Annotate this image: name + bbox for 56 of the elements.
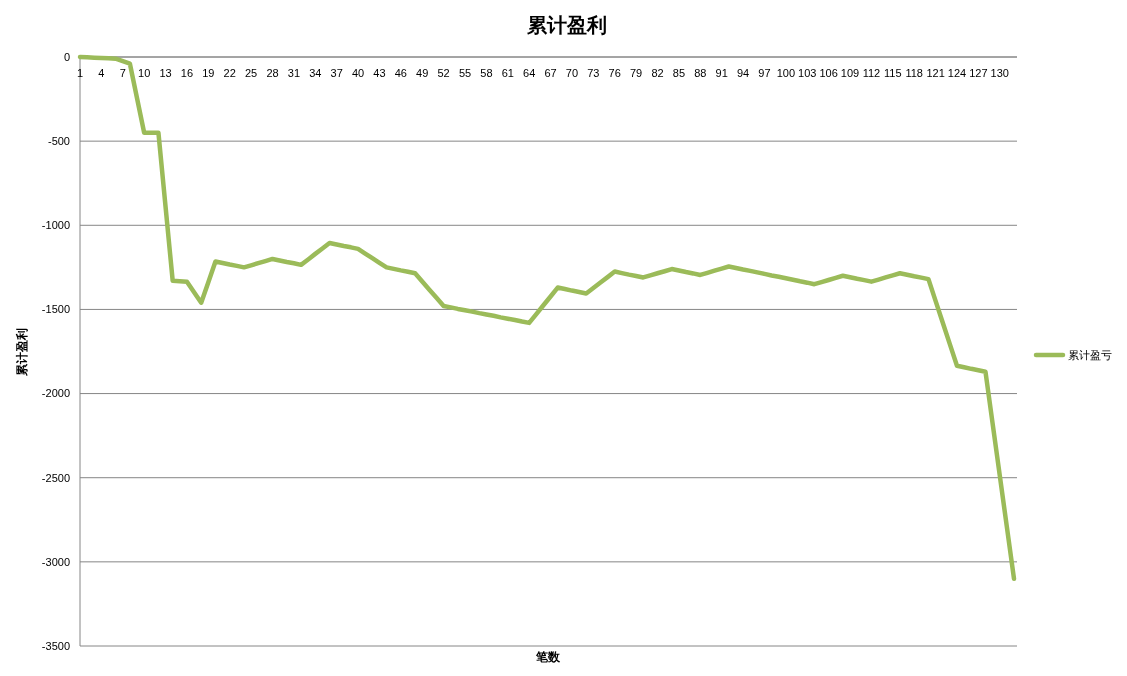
x-tick-label: 28 xyxy=(266,67,279,79)
x-tick-label: 76 xyxy=(608,67,621,79)
x-tick-label: 79 xyxy=(630,67,643,79)
x-tick-label: 88 xyxy=(694,67,707,79)
x-tick-label: 130 xyxy=(990,67,1009,79)
x-tick-label: 52 xyxy=(437,67,450,79)
y-tick-label: -2000 xyxy=(41,387,70,400)
y-tick-label: -500 xyxy=(47,134,70,147)
x-tick-label: 13 xyxy=(159,67,172,79)
x-tick-label: 16 xyxy=(180,67,194,79)
y-axis-title: 累计盈利 xyxy=(15,327,29,377)
x-tick-label: 112 xyxy=(862,67,881,79)
y-tick-label: -1500 xyxy=(41,303,70,316)
x-tick-label: 94 xyxy=(736,67,750,79)
x-tick-label: 64 xyxy=(523,67,536,79)
x-axis-title: 笔数 xyxy=(535,650,561,664)
x-tick-label: 25 xyxy=(244,67,258,79)
x-tick-label: 124 xyxy=(947,67,967,79)
x-tick-label: 82 xyxy=(651,67,664,79)
x-tick-label: 115 xyxy=(884,67,902,79)
x-tick-label: 91 xyxy=(715,67,728,79)
x-tick-label: 49 xyxy=(416,67,429,79)
x-tick-label: 67 xyxy=(544,67,557,79)
x-tick-label: 7 xyxy=(119,67,126,79)
x-tick-label: 22 xyxy=(223,67,236,79)
x-tick-label: 100 xyxy=(776,67,796,79)
x-tick-label: 73 xyxy=(587,67,600,79)
x-tick-label: 1 xyxy=(76,67,84,79)
x-tick-label: 46 xyxy=(394,67,407,79)
x-tick-label: 40 xyxy=(351,67,365,79)
x-tick-label: 19 xyxy=(202,67,215,79)
x-tick-label: 61 xyxy=(501,67,514,79)
y-tick-label: 0 xyxy=(63,50,70,63)
legend-label: 累计盈亏 xyxy=(1068,348,1112,361)
x-tick-label: 118 xyxy=(905,67,923,79)
x-tick-label: 34 xyxy=(309,67,322,79)
x-tick-label: 109 xyxy=(840,67,860,79)
x-tick-label: 10 xyxy=(138,67,151,79)
y-tick-label: -3000 xyxy=(41,555,70,568)
x-tick-label: 37 xyxy=(330,67,343,79)
x-tick-label: 4 xyxy=(98,67,105,79)
x-tick-label: 43 xyxy=(373,67,386,79)
x-tick-label: 31 xyxy=(287,67,301,79)
y-tick-label: -1000 xyxy=(41,219,70,232)
x-tick-label: 70 xyxy=(565,67,579,79)
x-tick-label: 121 xyxy=(926,67,945,79)
x-tick-label: 55 xyxy=(458,67,472,79)
y-tick-label: -3500 xyxy=(41,639,70,652)
x-tick-label: 58 xyxy=(480,67,493,79)
x-tick-label: 85 xyxy=(672,67,686,79)
x-tick-label: 127 xyxy=(969,67,988,79)
y-tick-label: -2500 xyxy=(41,471,70,484)
x-tick-label: 106 xyxy=(819,67,838,79)
chart-title: 累计盈利 xyxy=(526,14,607,36)
x-tick-label: 103 xyxy=(798,67,817,79)
x-tick-label: 97 xyxy=(758,67,771,79)
